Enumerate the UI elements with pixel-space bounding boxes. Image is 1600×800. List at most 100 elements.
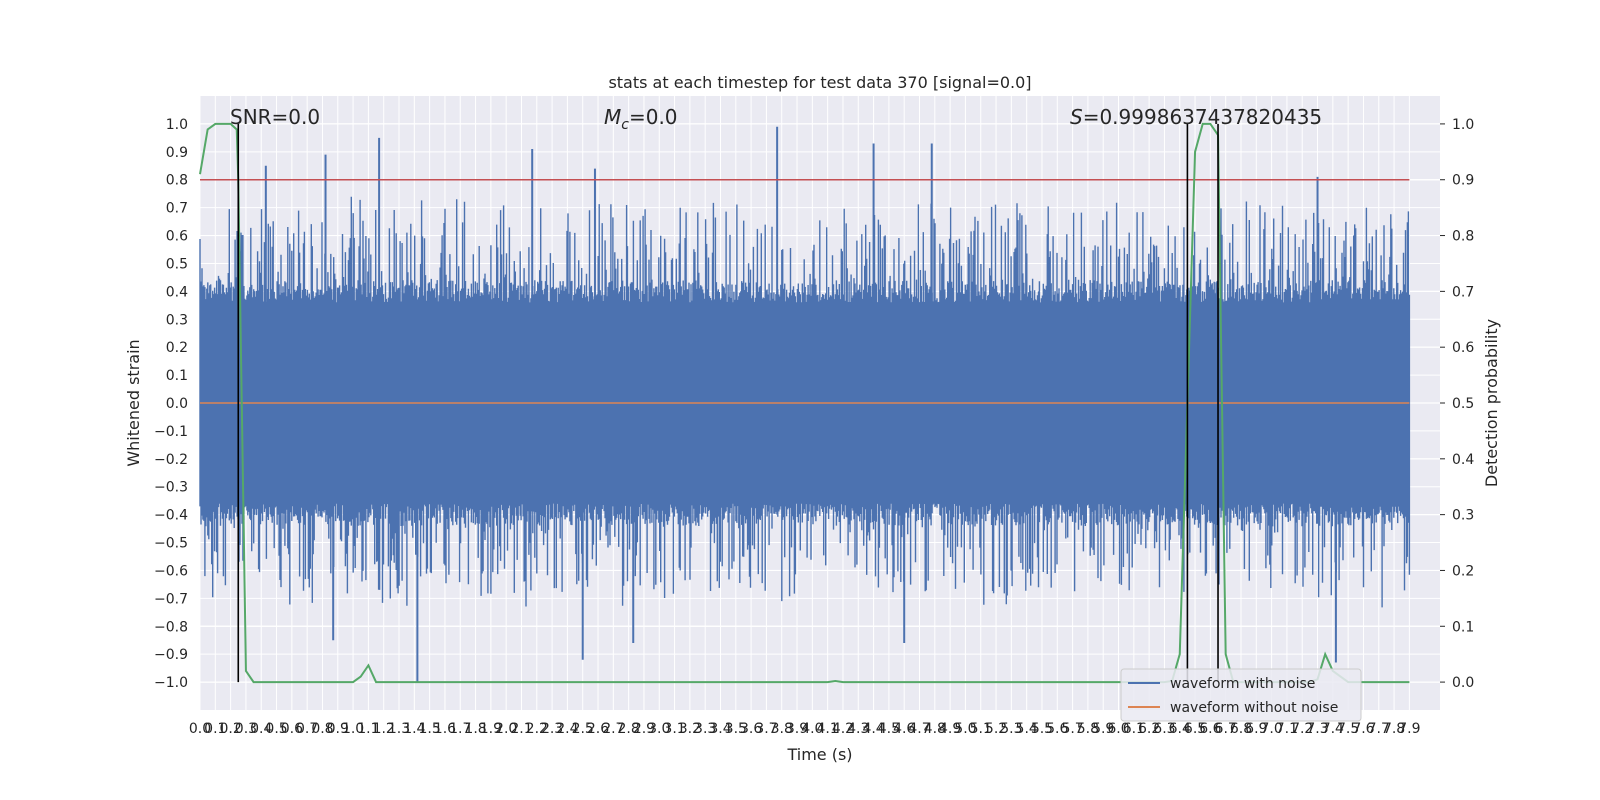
x-tick-label: 1.6 <box>434 721 456 737</box>
snr-annotation: SNR=0.0 <box>230 105 320 129</box>
y-tick-label-left: −1.0 <box>154 675 188 691</box>
x-tick-label: 3.5 <box>725 721 747 737</box>
chirp-mass-annotation: Mc=0.0 <box>604 105 678 133</box>
x-tick-label: 2.3 <box>541 721 563 737</box>
x-tick-label: 6.4 <box>1169 721 1191 737</box>
y-tick-label-left: 0.6 <box>166 229 188 245</box>
legend-label-waveform-with-noise: waveform with noise <box>1170 676 1315 692</box>
x-tick-label: 1.9 <box>480 721 502 737</box>
y-tick-label-left: −0.6 <box>154 563 188 579</box>
y-tick-label-right: 0.8 <box>1452 229 1474 245</box>
x-tick-label: 3.0 <box>648 721 670 737</box>
x-tick-label: 0.6 <box>281 721 303 737</box>
x-tick-label: 2.9 <box>633 721 655 737</box>
x-tick-label: 2.8 <box>618 721 640 737</box>
y-tick-label-right: 0.1 <box>1452 619 1474 635</box>
x-tick-label: 5.8 <box>1077 721 1099 737</box>
x-tick-label: 4.8 <box>924 721 946 737</box>
x-tick-label: 4.5 <box>878 721 900 737</box>
y-axis-left-label: Whitened strain <box>124 339 143 466</box>
y-tick-label-left: 0.9 <box>166 145 188 161</box>
x-tick-label: 3.8 <box>771 721 793 737</box>
x-tick-label: 2.5 <box>572 721 594 737</box>
y-tick-label-left: −0.7 <box>154 591 188 607</box>
x-tick-label: 6.9 <box>1245 721 1267 737</box>
chart-title: stats at each timestep for test data 370… <box>608 73 1031 92</box>
score-value: =0.9998637437820435 <box>1083 105 1322 129</box>
x-tick-label: 1.2 <box>373 721 395 737</box>
x-tick-label: 6.3 <box>1153 721 1175 737</box>
x-tick-label: 6.7 <box>1215 721 1237 737</box>
y-tick-label-left: −0.4 <box>154 508 188 524</box>
y-tick-label-right: 0.3 <box>1452 508 1474 524</box>
x-tick-label: 1.1 <box>357 721 379 737</box>
x-tick-label: 5.9 <box>1092 721 1114 737</box>
y-tick-label-right: 1.0 <box>1452 117 1474 133</box>
chirp-mass-symbol: M <box>604 105 621 129</box>
x-tick-label: 4.3 <box>847 721 869 737</box>
x-tick-label: 5.0 <box>954 721 976 737</box>
score-annotation: S=0.9998637437820435 <box>1070 105 1322 129</box>
x-tick-label: 5.2 <box>985 721 1007 737</box>
y-tick-label-left: −0.1 <box>154 424 188 440</box>
y-tick-label-left: 0.3 <box>166 312 188 328</box>
x-tick-label: 0.3 <box>235 721 257 737</box>
y-tick-label-right: 0.5 <box>1452 396 1474 412</box>
x-tick-label: 5.7 <box>1061 721 1083 737</box>
x-tick-label: 3.2 <box>679 721 701 737</box>
legend-label-waveform-without-noise: waveform without noise <box>1170 700 1338 716</box>
x-tick-label: 3.1 <box>663 721 685 737</box>
x-tick-label: 0.1 <box>204 721 226 737</box>
y-tick-label-right: 0.7 <box>1452 284 1474 300</box>
x-tick-label: 0.7 <box>296 721 318 737</box>
y-tick-label-left: 0.1 <box>166 368 188 384</box>
legend: waveform with noise waveform without noi… <box>1120 668 1362 722</box>
y-axis-left-ticks: 1.0 0.9 0.8 0.7 0.6 0.5 0.4 0.3 0.2 0.1 0.0 −0.1 −0.… <box>154 117 188 691</box>
y-tick-label-left: −0.8 <box>154 619 188 635</box>
y-tick-label-left: 0.5 <box>166 256 188 272</box>
x-tick-label: 0.4 <box>250 721 272 737</box>
x-tick-label: 7.2 <box>1291 721 1313 737</box>
x-tick-label: 5.3 <box>1000 721 1022 737</box>
x-tick-label: 2.2 <box>526 721 548 737</box>
x-tick-label: 4.6 <box>893 721 915 737</box>
x-tick-label: 7.4 <box>1322 721 1344 737</box>
x-tick-label: 1.4 <box>403 721 425 737</box>
x-tick-label: 5.6 <box>1046 721 1068 737</box>
x-tick-label: 0.9 <box>327 721 349 737</box>
x-tick-label: 2.7 <box>602 721 624 737</box>
chirp-mass-subscript: c <box>621 117 629 133</box>
x-tick-label: 1.8 <box>464 721 486 737</box>
y-tick-label-left: 0.0 <box>166 396 188 412</box>
x-tick-label: 7.6 <box>1352 721 1374 737</box>
y-tick-label-left: −0.2 <box>154 452 188 468</box>
x-tick-label: 2.0 <box>495 721 517 737</box>
x-tick-label: 0.0 <box>189 721 211 737</box>
x-tick-label: 3.4 <box>709 721 731 737</box>
x-tick-label: 1.3 <box>388 721 410 737</box>
y-axis-right-label: Detection probability <box>1482 319 1501 487</box>
x-tick-label: 7.8 <box>1383 721 1405 737</box>
legend-box <box>1120 668 1362 722</box>
x-tick-label: 6.8 <box>1230 721 1252 737</box>
x-axis-label: Time (s) <box>786 745 852 764</box>
x-tick-label: 4.1 <box>817 721 839 737</box>
x-tick-label: 6.0 <box>1107 721 1129 737</box>
waveform-with-noise-series <box>199 126 1411 683</box>
x-tick-label: 5.5 <box>1031 721 1053 737</box>
y-tick-label-left: 1.0 <box>166 117 188 133</box>
x-tick-label: 2.6 <box>587 721 609 737</box>
x-tick-label: 1.5 <box>418 721 440 737</box>
y-tick-label-left: −0.3 <box>154 480 188 496</box>
y-tick-label-left: 0.2 <box>166 340 188 356</box>
x-tick-label: 4.7 <box>908 721 930 737</box>
x-tick-label: 2.1 <box>510 721 532 737</box>
x-tick-label: 3.3 <box>694 721 716 737</box>
x-tick-label: 6.1 <box>1123 721 1145 737</box>
x-tick-label: 4.4 <box>862 721 884 737</box>
x-tick-label: 6.5 <box>1184 721 1206 737</box>
x-tick-label: 6.2 <box>1138 721 1160 737</box>
y-tick-label-right: 0.0 <box>1452 675 1474 691</box>
x-tick-label: 3.6 <box>740 721 762 737</box>
